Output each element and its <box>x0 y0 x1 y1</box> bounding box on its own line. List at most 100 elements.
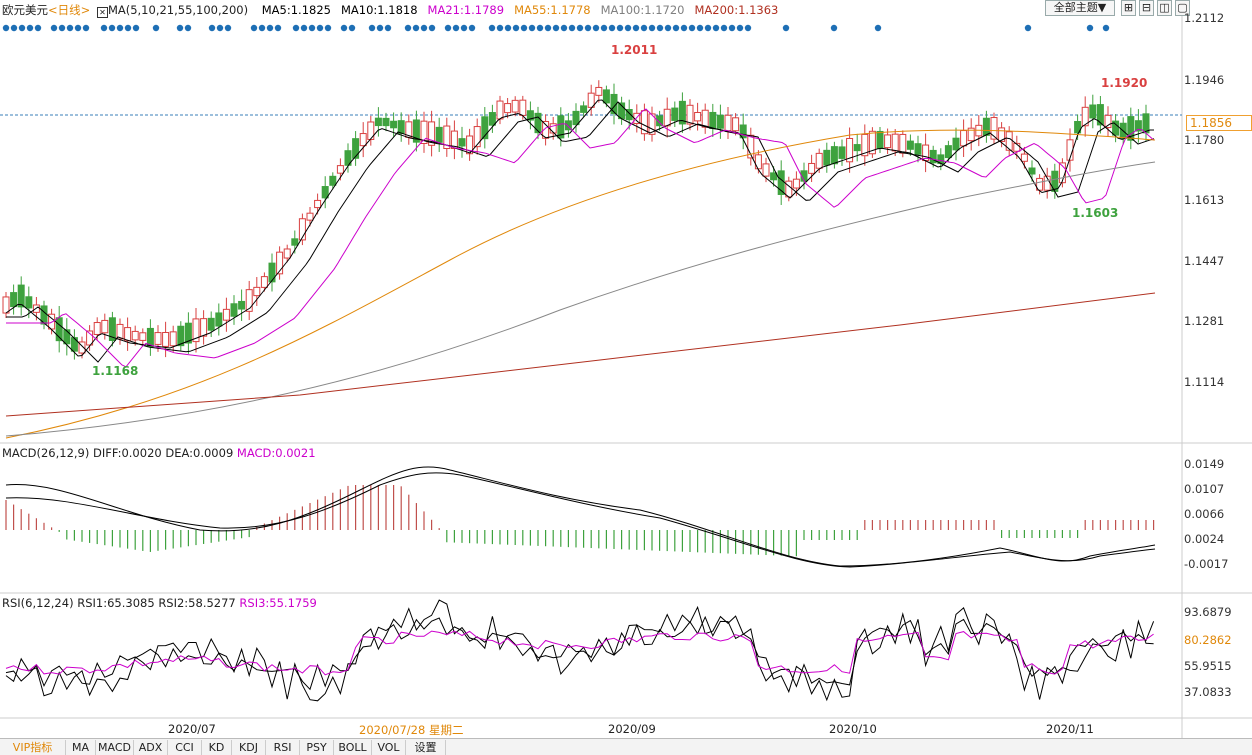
signal-dot <box>266 24 274 32</box>
candle-body <box>838 146 846 159</box>
signal-dot <box>444 24 452 32</box>
candle-body <box>17 284 25 308</box>
signal-dot <box>274 24 282 32</box>
candle-body <box>792 178 800 189</box>
candle-body <box>519 99 527 116</box>
signal-dot <box>340 24 348 32</box>
signal-dot <box>324 24 332 32</box>
macd-value: MACD:0.0021 <box>236 446 316 460</box>
candle-body <box>564 120 572 131</box>
candle-body <box>1028 167 1036 175</box>
candle-body <box>101 319 109 334</box>
candle-body <box>245 289 253 312</box>
candle-body <box>283 248 291 259</box>
candle-body <box>397 120 405 134</box>
candle-body <box>443 125 451 149</box>
signal-dot <box>664 24 672 32</box>
tab-adx[interactable]: ADX <box>134 740 168 755</box>
signal-dot <box>404 24 412 32</box>
candle-body <box>268 262 276 283</box>
candle-body <box>1127 116 1135 141</box>
candle-body <box>1134 120 1142 132</box>
high-annotation: 1.2011 <box>611 43 658 57</box>
candle-body <box>982 117 990 136</box>
tab-vol[interactable]: VOL <box>372 740 406 755</box>
signal-dot <box>680 24 688 32</box>
price-tick: 1.1946 <box>1184 73 1225 87</box>
ma-toggle-icon[interactable]: ✕ <box>96 7 108 18</box>
tab-boll[interactable]: BOLL <box>334 740 372 755</box>
tab-kd[interactable]: KD <box>202 740 232 755</box>
split-view-icon[interactable]: ◫ <box>1157 0 1172 16</box>
candle-body <box>222 308 230 321</box>
signal-dot <box>648 24 656 32</box>
signal-dot <box>496 24 504 32</box>
candle-body <box>724 114 732 132</box>
rsi-tick: 93.6879 <box>1184 605 1232 619</box>
signal-dot <box>420 24 428 32</box>
tab-psy[interactable]: PSY <box>300 740 334 755</box>
candle-body <box>2 296 10 314</box>
signal-dot <box>600 24 608 32</box>
signal-dot <box>632 24 640 32</box>
signal-dot <box>124 24 132 32</box>
candle-body <box>207 317 215 331</box>
candle-body <box>770 172 778 181</box>
signal-dot <box>34 24 42 32</box>
candle-body <box>694 112 702 122</box>
candle-body <box>428 121 436 146</box>
candle-body <box>952 137 960 151</box>
macd-diff-line <box>5 466 1156 567</box>
candle-body <box>656 115 664 127</box>
candle-body <box>534 112 542 134</box>
theme-selector[interactable]: 全部主题▼ <box>1045 0 1115 16</box>
tab-rsi[interactable]: RSI <box>266 740 300 755</box>
grid-icon[interactable]: ⊞ <box>1121 0 1136 16</box>
ma-value-label: MA10:1.1818 <box>340 3 418 17</box>
candle-body <box>10 292 18 308</box>
signal-dot <box>520 24 528 32</box>
candle-body <box>146 327 154 348</box>
x-label: 2020/09 <box>608 722 656 736</box>
signal-dot <box>568 24 576 32</box>
signal-dot <box>82 24 90 32</box>
symbol-name: 欧元美元 <box>2 3 48 17</box>
grid-layout-icon[interactable]: ⊟ <box>1139 0 1154 16</box>
candle-body <box>177 325 185 347</box>
signal-dot <box>1086 24 1094 32</box>
candle-body <box>390 120 398 129</box>
window-icon[interactable]: ▢ <box>1175 0 1190 16</box>
signal-dot <box>704 24 712 32</box>
tab-cci[interactable]: CCI <box>168 740 202 755</box>
candle-body <box>967 127 975 142</box>
signal-dot <box>744 24 752 32</box>
candle-body <box>352 138 360 159</box>
signal-dot <box>1102 24 1110 32</box>
tab-kdj[interactable]: KDJ <box>232 740 266 755</box>
candle-body <box>162 332 170 347</box>
macd-tick: 0.0024 <box>1184 532 1225 546</box>
tab-settings[interactable]: 设置 <box>406 740 446 755</box>
candle-body <box>610 93 618 115</box>
candle-body <box>884 134 892 149</box>
candle-body <box>291 238 299 246</box>
tab-ma[interactable]: MA <box>66 740 96 755</box>
candle-body <box>686 104 694 125</box>
candle-body <box>1074 120 1082 134</box>
rsi3-value: RSI3:55.1759 <box>239 596 317 610</box>
candle-body <box>131 330 139 341</box>
rsi-tick: 55.9515 <box>1184 659 1232 673</box>
candle-body <box>374 117 382 127</box>
signal-dot <box>292 24 300 32</box>
signal-dot <box>308 24 316 32</box>
rsi-tick: 37.0833 <box>1184 685 1232 699</box>
ma10-line <box>6 101 1155 363</box>
tab-macd[interactable]: MACD <box>96 740 134 755</box>
period-label[interactable]: <日线> <box>48 3 91 17</box>
rsi-header: RSI(6,12,24) RSI1:65.3085 RSI2:58.5277 R… <box>2 596 317 610</box>
candle-body <box>732 117 740 132</box>
candle-body <box>671 107 679 121</box>
tab-vip[interactable]: VIP指标 <box>0 740 66 755</box>
candle-body <box>124 327 132 342</box>
ma-value-label: MA100:1.1720 <box>600 3 685 17</box>
